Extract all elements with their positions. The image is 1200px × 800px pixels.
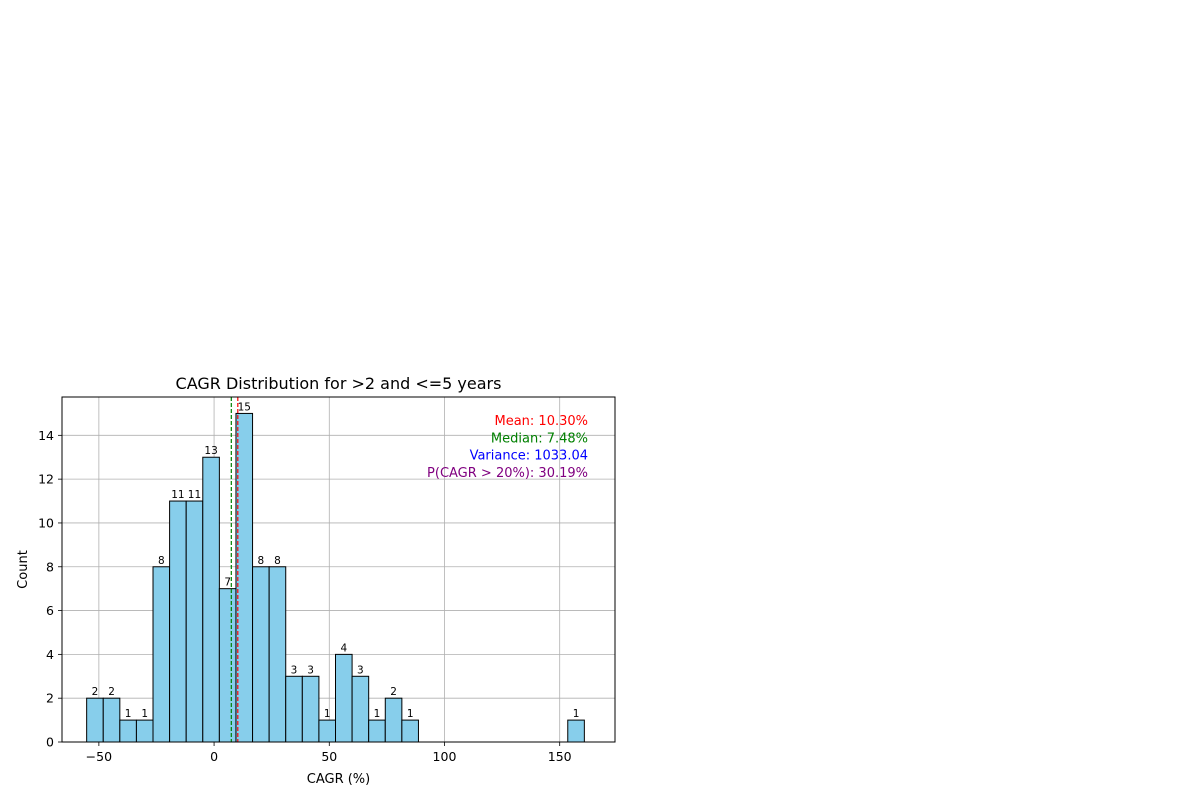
y-tick-label: 10 (38, 515, 54, 530)
bar-count-label: 1 (125, 708, 132, 720)
histogram-bar (86, 697, 104, 743)
bar-count-label: 2 (108, 686, 115, 698)
histogram-bar (102, 697, 121, 743)
histogram-bar (401, 719, 419, 743)
stat-annotation: P(CAGR > 20%): 30.19% (427, 466, 588, 481)
histogram-bar (135, 719, 154, 743)
y-tick-label: 6 (46, 603, 54, 618)
histogram-bar (368, 719, 386, 743)
bar-count-label: 15 (238, 401, 251, 413)
chart-title: CAGR Distribution for >2 and <=5 years (176, 374, 502, 393)
histogram-bar (152, 566, 171, 743)
histogram-bar (202, 456, 220, 743)
y-tick-label: 12 (38, 472, 54, 487)
y-tick-label: 2 (46, 691, 54, 706)
bar-count-label: 1 (573, 708, 580, 720)
bar-count-label: 1 (324, 708, 331, 720)
y-tick-label: 0 (46, 735, 54, 750)
bar-count-label: 3 (357, 664, 364, 676)
y-tick-label: 14 (38, 428, 54, 443)
x-tick-label: −50 (86, 749, 112, 764)
x-tick-label: 150 (548, 749, 572, 764)
bar-count-label: 2 (390, 686, 397, 698)
bar-count-label: 2 (92, 686, 99, 698)
bar-count-label: 11 (188, 489, 201, 501)
histogram-bar (235, 412, 254, 743)
stats-annotations: Mean: 10.30% Median: 7.48% Variance: 1033.… (427, 414, 588, 481)
bar-count-label: 13 (204, 445, 217, 457)
bar-count-label: 1 (141, 708, 148, 720)
bar-count-label: 8 (258, 555, 265, 567)
stat-annotation: Median: 7.48% (491, 431, 588, 446)
y-tick-label: 4 (46, 647, 54, 662)
y-axis-label: Count (16, 550, 31, 589)
histogram-bar (318, 719, 337, 743)
histogram-bar (218, 588, 237, 743)
histogram-bar (169, 500, 187, 743)
stat-annotation: Mean: 10.30% (494, 414, 588, 429)
histogram-bar (268, 566, 287, 743)
reference-lines (230, 397, 239, 742)
bar-count-label: 8 (158, 555, 165, 567)
x-tick-label: 100 (433, 749, 457, 764)
bar-count-label: 4 (340, 642, 347, 654)
histogram-bar (567, 719, 585, 743)
bar-count-label: 3 (307, 664, 314, 676)
plot-area-frame (61, 396, 616, 743)
histogram-bar (335, 653, 353, 743)
x-tick-label: 0 (210, 749, 218, 764)
bar-count-label: 1 (407, 708, 414, 720)
x-tick-label: 50 (321, 749, 337, 764)
histogram-bar (185, 500, 204, 743)
stat-annotation: Variance: 1033.04 (470, 449, 588, 464)
bar-count-label: 3 (291, 664, 298, 676)
y-tick-label: 8 (46, 559, 54, 574)
histogram-bar (252, 566, 270, 743)
histogram-bar (119, 719, 137, 743)
histogram-bar (285, 675, 303, 743)
histogram-bar (301, 675, 320, 743)
histogram-bar (351, 675, 370, 743)
bar-count-label: 11 (171, 489, 184, 501)
bar-count-label: 8 (274, 555, 281, 567)
bar-count-label: 7 (224, 577, 231, 589)
x-axis-label: CAGR (%) (307, 772, 370, 787)
histogram-bar (384, 697, 403, 743)
bar-count-label: 1 (374, 708, 381, 720)
